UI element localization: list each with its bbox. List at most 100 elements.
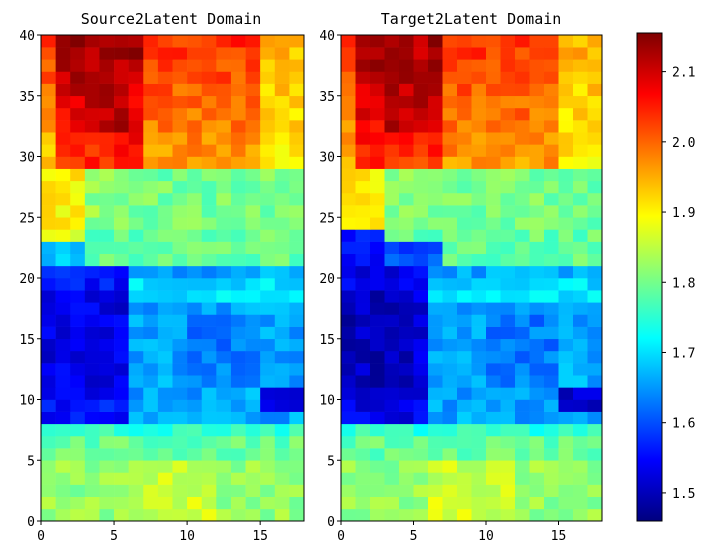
- heatmap-cell: [216, 411, 232, 425]
- heatmap-cell: [114, 144, 129, 157]
- heatmap-cell: [99, 156, 115, 169]
- heatmap-cell: [442, 399, 458, 412]
- heatmap-cell: [260, 399, 276, 412]
- heatmap-cell: [515, 314, 530, 327]
- heatmap-cell: [529, 448, 545, 461]
- heatmap-cell: [128, 120, 144, 133]
- heatmap-cell: [486, 229, 501, 242]
- x-tick-label: 0: [37, 529, 45, 544]
- heatmap-cell: [99, 387, 115, 400]
- heatmap-cell: [515, 144, 530, 157]
- heatmap-cell: [128, 241, 144, 254]
- heatmap-cell: [201, 132, 217, 145]
- heatmap-cell: [289, 326, 305, 340]
- heatmap-cell: [230, 411, 246, 425]
- heatmap-cell: [84, 460, 100, 473]
- heatmap-cell: [370, 387, 385, 400]
- heatmap-cell: [99, 399, 115, 412]
- heatmap-cell: [84, 448, 100, 461]
- heatmap-cell: [341, 387, 356, 400]
- heatmap-cell: [573, 180, 588, 194]
- heatmap-cell: [99, 302, 115, 315]
- heatmap-cell: [413, 59, 429, 72]
- heatmap-cell: [515, 411, 530, 425]
- heatmap-cell: [143, 95, 159, 109]
- heatmap-cell: [355, 278, 371, 291]
- heatmap-cell: [500, 180, 516, 194]
- heatmap-cell: [187, 302, 203, 315]
- heatmap-cell: [558, 107, 574, 121]
- heatmap-cell: [544, 472, 559, 485]
- heatmap-cell: [99, 132, 115, 145]
- heatmap-cell: [413, 144, 429, 157]
- heatmap-cell: [558, 168, 574, 182]
- heatmap-cell: [260, 83, 276, 97]
- heatmap-cell: [399, 314, 414, 327]
- heatmap-cell: [143, 508, 159, 522]
- heatmap-cell: [187, 95, 203, 109]
- heatmap-cell: [355, 205, 371, 218]
- heatmap-cell: [172, 399, 188, 412]
- heatmap-cell: [486, 290, 501, 303]
- heatmap-cell: [230, 120, 246, 133]
- heatmap-cell: [413, 95, 429, 109]
- heatmap-cell: [201, 435, 217, 449]
- heatmap-cell: [544, 484, 559, 497]
- heatmap-cell: [84, 290, 100, 303]
- heatmap-cell: [70, 302, 86, 315]
- heatmap-cell: [245, 107, 261, 121]
- heatmap-cell: [230, 241, 246, 254]
- heatmap-cell: [500, 484, 516, 497]
- heatmap-cell: [529, 411, 545, 425]
- heatmap-cell: [500, 229, 516, 242]
- heatmap-cell: [370, 59, 385, 72]
- heatmap-cell: [370, 423, 385, 437]
- heatmap-cell: [428, 496, 443, 510]
- heatmap-cell: [114, 35, 129, 48]
- heatmap-cell: [384, 363, 400, 376]
- heatmap-cell: [471, 290, 487, 303]
- heatmap-cell: [41, 326, 56, 340]
- heatmap-cell: [143, 83, 159, 97]
- heatmap-cell: [201, 496, 217, 510]
- heatmap-cell: [399, 399, 414, 412]
- heatmap-cell: [355, 253, 371, 267]
- heatmap-cell: [370, 192, 385, 206]
- heatmap-cell: [515, 120, 530, 133]
- heatmap-cell: [573, 350, 588, 364]
- heatmap-cell: [500, 265, 516, 279]
- heatmap-cell: [289, 47, 305, 60]
- heatmap-cell: [289, 338, 305, 352]
- heatmap-cell: [230, 144, 246, 157]
- heatmap-cell: [201, 59, 217, 72]
- heatmap-cell: [143, 253, 159, 267]
- heatmap-cell: [544, 253, 559, 267]
- heatmap-cell: [99, 253, 115, 267]
- heatmap-cell: [413, 302, 429, 315]
- heatmap-cell: [128, 229, 144, 242]
- heatmap-cell: [355, 180, 371, 194]
- heatmap-cell: [187, 107, 203, 121]
- heatmap-cell: [355, 314, 371, 327]
- heatmap-cell: [399, 180, 414, 194]
- heatmap-cell: [187, 448, 203, 461]
- heatmap-cell: [515, 229, 530, 242]
- heatmap-cell: [216, 302, 232, 315]
- heatmap-cell: [41, 508, 56, 522]
- heatmap-cell: [187, 326, 203, 340]
- heatmap-cell: [428, 265, 443, 279]
- heatmap-cell: [216, 363, 232, 376]
- heatmap-cell: [515, 484, 530, 497]
- heatmap-cell: [172, 265, 188, 279]
- heatmap-cell: [341, 460, 356, 473]
- heatmap-cell: [457, 241, 472, 254]
- heatmap-cell: [428, 326, 443, 340]
- heatmap-cell: [289, 120, 305, 133]
- heatmap-cell: [486, 241, 501, 254]
- heatmap-cell: [573, 265, 588, 279]
- heatmap-cell: [55, 71, 71, 84]
- heatmap-cell: [84, 302, 100, 315]
- heatmap-cell: [289, 35, 305, 48]
- heatmap-cell: [384, 460, 400, 473]
- heatmap-cell: [84, 411, 100, 425]
